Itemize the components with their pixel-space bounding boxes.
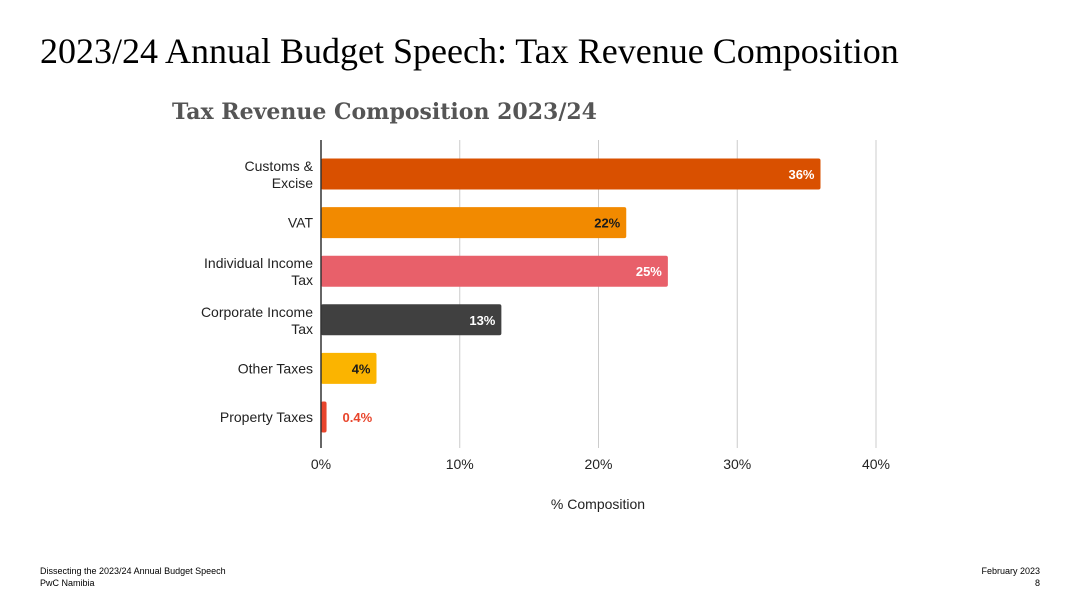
x-axis-label: % Composition: [551, 496, 645, 512]
footer-document-title: Dissecting the 2023/24 Annual Budget Spe…: [40, 566, 226, 576]
category-label: Corporate Income Tax: [201, 304, 313, 337]
footer-left: Dissecting the 2023/24 Annual Budget Spe…: [40, 565, 226, 589]
category-label: Other Taxes: [238, 360, 313, 376]
bar: [321, 352, 377, 384]
data-label: 36%: [788, 167, 814, 182]
category-label: Property Taxes: [220, 409, 313, 425]
x-tick-label: 10%: [446, 456, 474, 472]
footer-right: February 2023 8: [981, 565, 1040, 589]
data-label: 0.4%: [343, 410, 373, 425]
x-tick-label: 0%: [311, 456, 331, 472]
category-label: Individual Income Tax: [204, 255, 313, 288]
chart-title: Tax Revenue Composition 2023/24: [172, 99, 597, 125]
slide-title: 2023/24 Annual Budget Speech: Tax Revenu…: [40, 31, 899, 71]
bar: [321, 401, 327, 433]
footer-date: February 2023: [981, 566, 1040, 576]
footer-company: PwC Namibia: [40, 578, 95, 588]
data-label: 22%: [594, 216, 620, 231]
bar: [321, 255, 668, 287]
x-tick-label: 20%: [584, 456, 612, 472]
category-label: Customs & Excise: [245, 158, 314, 191]
bar: [321, 158, 821, 190]
bar: [321, 207, 627, 239]
category-label: VAT: [288, 215, 314, 231]
x-tick-label: 30%: [723, 456, 751, 472]
page-number: 8: [1034, 578, 1040, 588]
data-label: 13%: [469, 313, 495, 328]
bar: [321, 304, 502, 336]
data-label: 4%: [352, 361, 371, 376]
data-label: 25%: [636, 264, 662, 279]
x-tick-label: 40%: [862, 456, 890, 472]
